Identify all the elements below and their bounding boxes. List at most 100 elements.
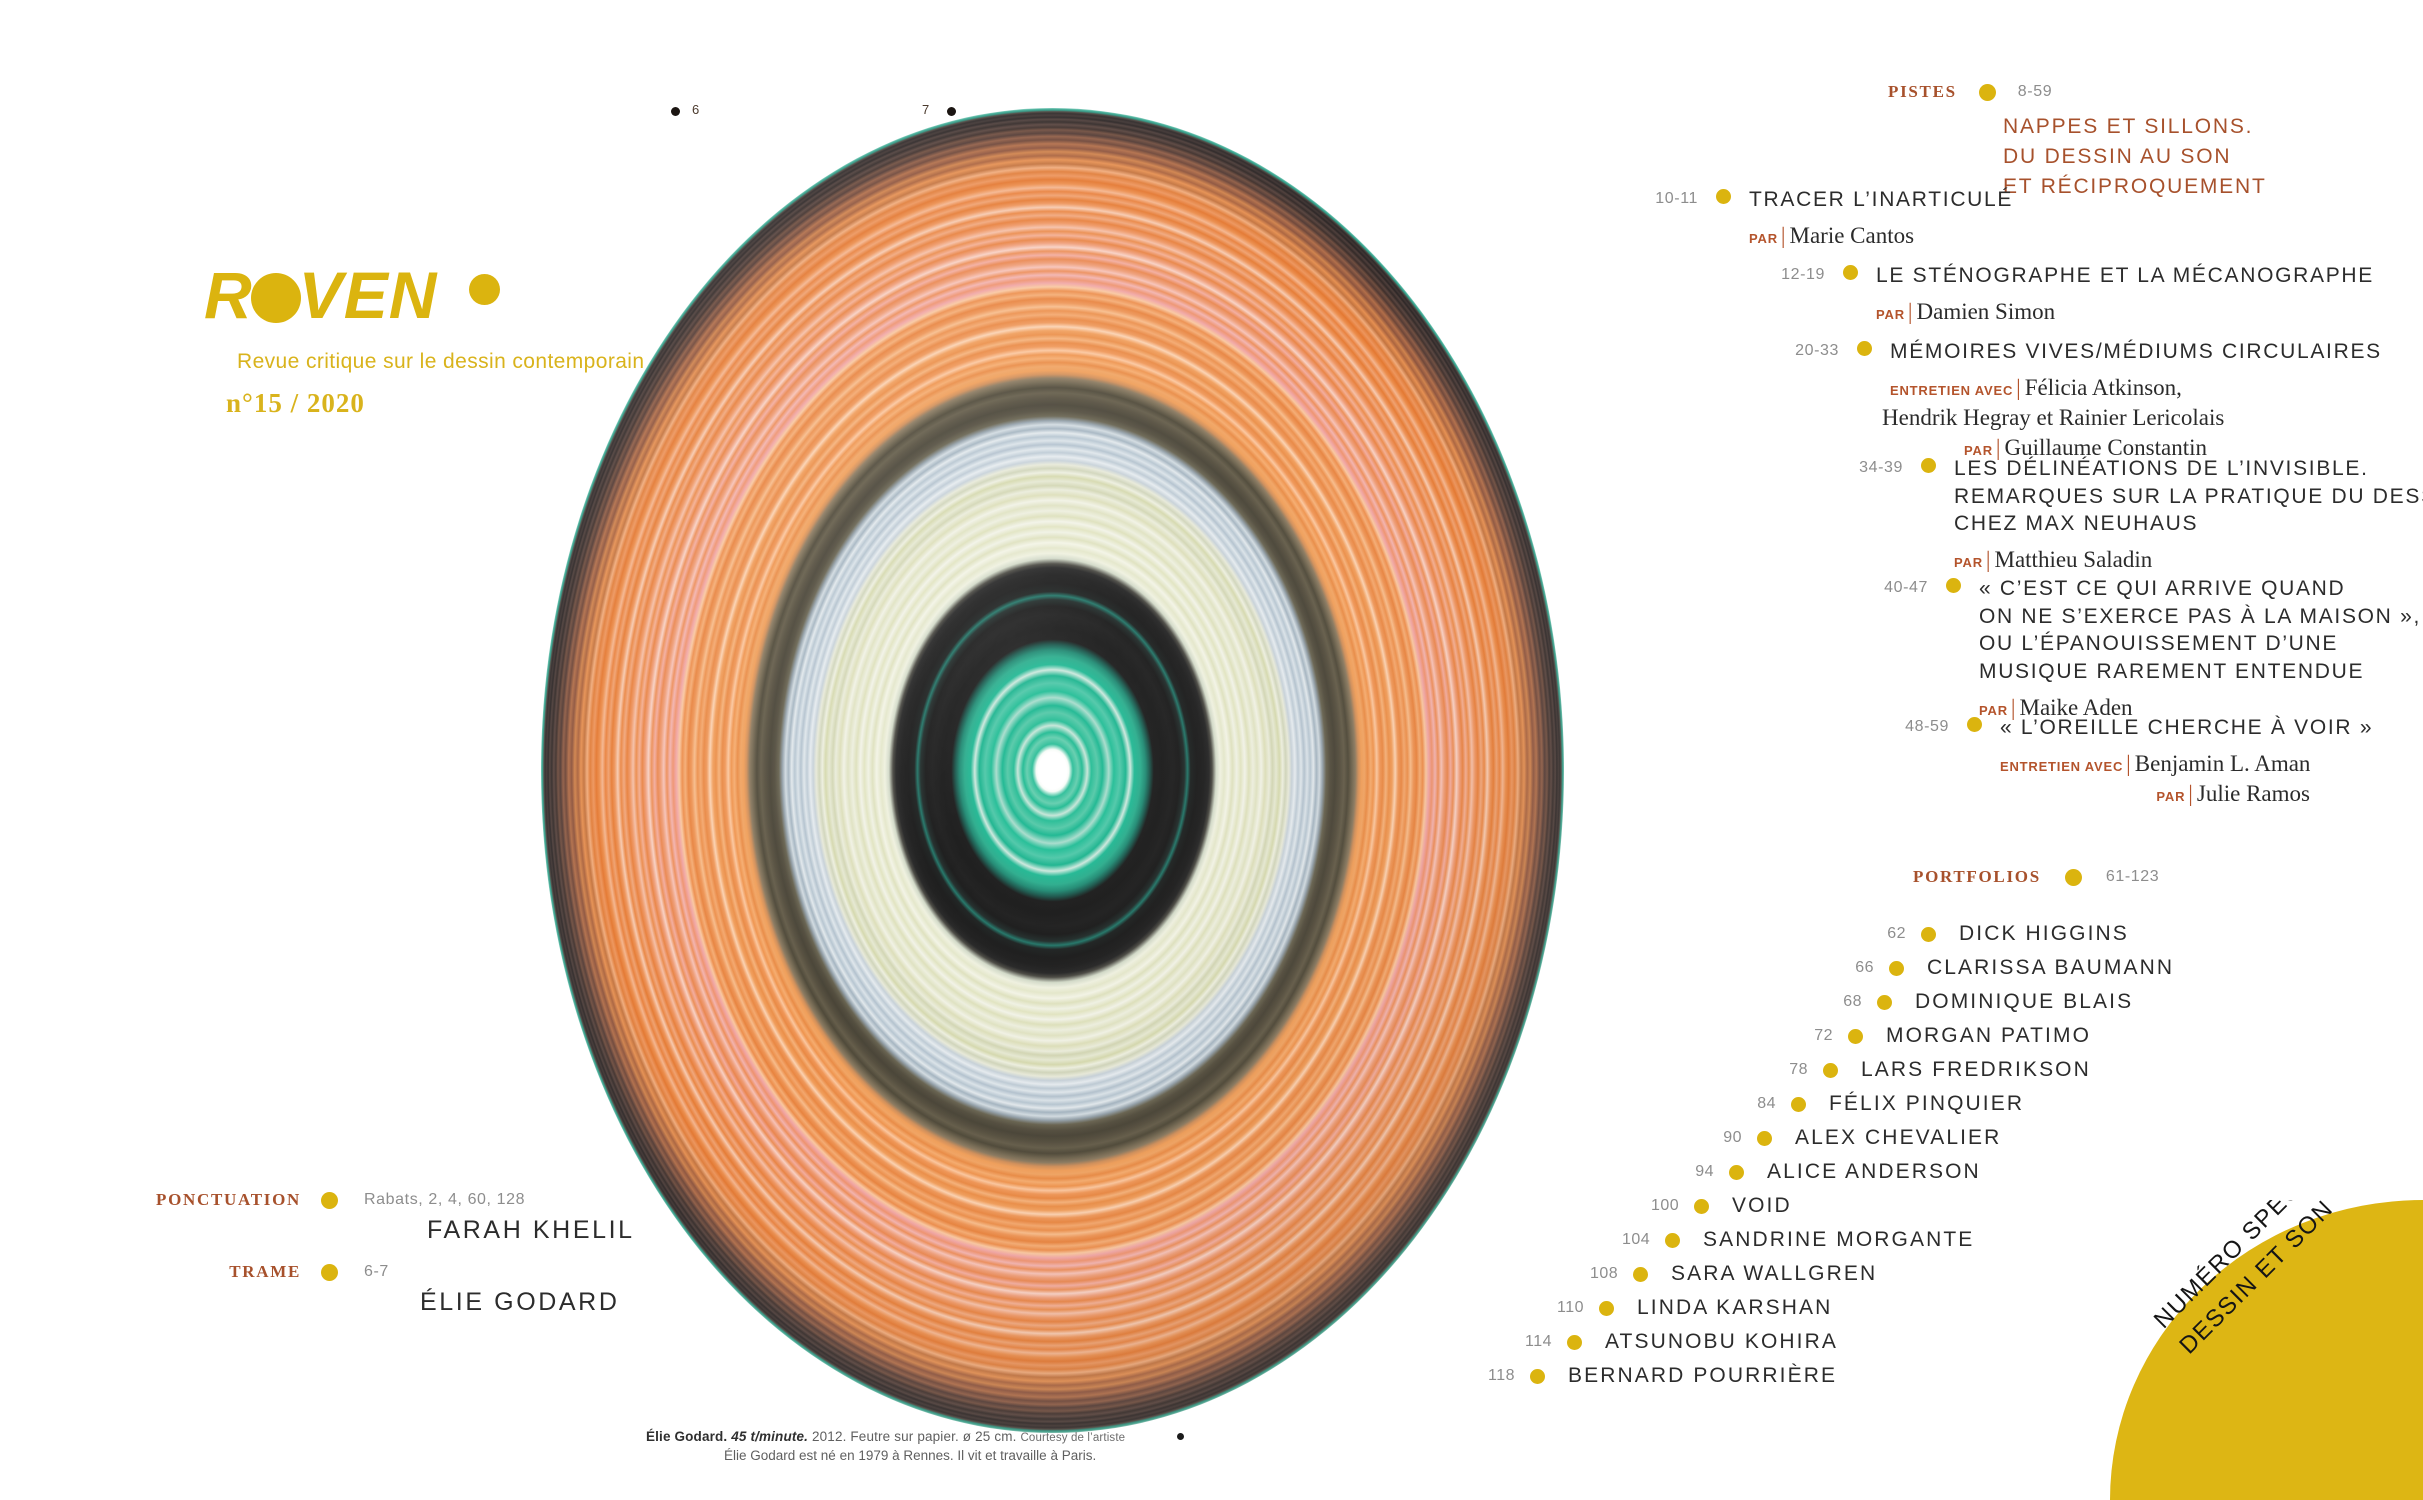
article-pages: 40-47	[1884, 579, 1928, 596]
bullet-dot-icon	[1716, 189, 1731, 204]
credit-name: Félicia Atkinson,	[2024, 374, 2182, 400]
article-entry[interactable]: 10-11 TRACER L’INARTICULÉ PAR | Marie Cant…	[1648, 186, 2013, 251]
credit-role-label: ENTRETIEN AVEC	[2000, 758, 2124, 774]
credit-name: Julie Ramos	[2196, 780, 2310, 806]
list-item[interactable]: 108 SARA WALLGREN	[1590, 1262, 1877, 1286]
list-item[interactable]: 68 DOMINIQUE BLAIS	[1834, 990, 2133, 1014]
list-item[interactable]: 104 SANDRINE MORGANTE	[1622, 1228, 1974, 1252]
bullet-dot-icon	[1843, 265, 1858, 280]
section-pages-pistes: 8-59	[2017, 83, 2053, 100]
credit-separator: |	[1985, 547, 1991, 573]
section-pages-portfolios: 61-123	[2105, 868, 2160, 885]
disc-marker-label-left: 6	[692, 102, 700, 117]
credit-role-label: PAR	[1749, 230, 1778, 246]
credit-name: Marie Cantos	[1789, 222, 1915, 248]
article-credit: Hendrik Hegray et Rainier Lericolais	[1882, 403, 2382, 433]
section-pages-ponctuation: Rabats, 2, 4, 60, 128	[364, 1191, 526, 1208]
section-ponctuation[interactable]: PONCTUATION Rabats, 2, 4, 60, 128 FARAH …	[145, 1190, 635, 1245]
bullet-dot-icon	[1921, 926, 1936, 942]
credit-separator: |	[2126, 750, 2131, 776]
portfolio-page: 72	[1814, 1027, 1833, 1044]
credit-separator: |	[1995, 434, 2001, 460]
article-title-line: REMARQUES SUR LA PRATIQUE DU DESSIN	[1954, 484, 2423, 508]
caption-artist: Élie Godard.	[646, 1429, 728, 1444]
list-item[interactable]: 100 VOID	[1651, 1194, 1792, 1218]
list-item[interactable]: 110 LINDA KARSHAN	[1556, 1296, 1832, 1320]
artwork-caption: Élie Godard. 45 t/minute. 2012. Feutre s…	[646, 1429, 1184, 1463]
section-header-portfolios: PORTFOLIOS 61-123	[1913, 867, 2159, 887]
section-label-pistes: PISTES	[1888, 82, 1957, 101]
article-credit: PAR | Julie Ramos	[2000, 779, 2310, 809]
article-title-line: LE STÉNOGRAPHE ET LA MÉCANOGRAPHE	[1876, 264, 2374, 287]
list-item[interactable]: 114 ATSUNOBU KOHIRA	[1524, 1330, 1838, 1354]
article-entry[interactable]: 20-33 MÉMOIRES VIVES/MÉDIUMS CIRCULAIRES…	[1789, 338, 2382, 462]
masthead: R VEN Revue critique sur le dessin contem…	[204, 262, 644, 419]
article-entry[interactable]: 40-47 « C’EST CE QUI ARRIVE QUAND ON NE …	[1878, 575, 2421, 723]
list-item[interactable]: 94 ALICE ANDERSON	[1686, 1160, 1981, 1184]
list-item[interactable]: 66 CLARISSA BAUMANN	[1846, 956, 2174, 980]
article-title-line: OU L’ÉPANOUISSEMENT D’UNE	[1979, 632, 2339, 656]
masthead-issue-number: n°15 / 2020	[226, 388, 365, 418]
article-title-line: CHEZ MAX NEUHAUS	[1954, 512, 2199, 536]
bullet-dot-icon	[1978, 83, 1996, 101]
list-item[interactable]: 78 LARS FREDRIKSON	[1780, 1058, 2091, 1082]
section-trame[interactable]: TRAME 6-7 ÉLIE GODARD	[145, 1262, 619, 1317]
article-credit: PAR | Marie Cantos	[1749, 221, 2013, 251]
article-entry[interactable]: 48-59 « L’OREILLE CHERCHE À VOIR » ENTRE…	[1899, 714, 2373, 809]
credit-separator: |	[2188, 780, 2193, 806]
special-issue-badge[interactable]: NUMÉRO SPÉCIAL DESSIN ET SON	[2110, 1200, 2423, 1500]
portfolio-page: 104	[1622, 1231, 1651, 1248]
article-entry[interactable]: 12-19 LE STÉNOGRAPHE ET LA MÉCANOGRAPHE …	[1775, 262, 2374, 327]
credit-name: Benjamin L. Aman	[2134, 750, 2311, 776]
disc-marker-dot-right	[947, 107, 956, 116]
bullet-dot-icon	[1848, 1028, 1863, 1044]
portfolio-name: LINDA KARSHAN	[1637, 1296, 1833, 1319]
article-credit: ENTRETIEN AVEC | Benjamin L. Aman	[2000, 749, 2310, 779]
list-item[interactable]: 90 ALEX CHEVALIER	[1714, 1126, 2001, 1150]
list-item[interactable]: 84 FÉLIX PINQUIER	[1748, 1092, 2024, 1116]
concentric-rings-drawing	[541, 108, 1564, 1433]
credit-separator: |	[1907, 298, 1913, 324]
caption-line-1: Élie Godard. 45 t/minute. 2012. Feutre s…	[646, 1429, 1184, 1444]
credit-separator: |	[1780, 222, 1786, 248]
article-title-line: MUSIQUE RAREMENT ENTENDUE	[1979, 660, 2365, 684]
vinyl-disc-artwork: 6 7	[541, 102, 1564, 1433]
article-credit: ENTRETIEN AVEC | Félicia Atkinson,	[1890, 373, 2382, 403]
caption-work-title: 45 t/minute.	[731, 1429, 809, 1444]
section-label-portfolios: PORTFOLIOS	[1913, 867, 2041, 886]
section-label-ponctuation: PONCTUATION	[156, 1190, 301, 1209]
article-title-line: MÉMOIRES VIVES/MÉDIUMS CIRCULAIRES	[1890, 340, 2382, 363]
credit-name: Matthieu Saladin	[1994, 547, 2153, 573]
roven-logo[interactable]: R VEN	[204, 262, 644, 328]
bullet-dot-icon	[1921, 458, 1936, 473]
bullet-dot-icon	[1567, 1334, 1582, 1350]
article-entry[interactable]: 34-39 LES DÉLINÉATIONS DE L’INVISIBLE. R…	[1853, 455, 2423, 575]
list-item[interactable]: 62 DICK HIGGINS	[1878, 922, 2129, 946]
list-item[interactable]: 118 BERNARD POURRIÈRE	[1487, 1364, 1837, 1388]
article-pages: 12-19	[1781, 266, 1825, 283]
portfolio-name: DICK HIGGINS	[1959, 922, 2129, 945]
credit-separator: |	[2016, 374, 2021, 400]
portfolio-name: VOID	[1732, 1194, 1792, 1217]
article-pages: 34-39	[1859, 459, 1903, 476]
caption-details: 2012. Feutre sur papier. ø 25 cm.	[811, 1429, 1017, 1444]
bullet-dot-icon	[2064, 868, 2082, 886]
portfolio-name: ALICE ANDERSON	[1767, 1160, 1981, 1183]
masthead-tagline: Revue critique sur le dessin contemporai…	[237, 350, 645, 373]
portfolio-page: 68	[1843, 993, 1862, 1010]
credit-name: Maike Aden	[2019, 694, 2133, 720]
portfolio-name: BERNARD POURRIÈRE	[1568, 1364, 1838, 1387]
bullet-dot-icon	[321, 1263, 338, 1281]
bullet-dot-icon	[1757, 1130, 1772, 1146]
bullet-dot-icon	[1857, 341, 1872, 356]
article-title-line: ON NE S’EXERCE PAS À LA MAISON »,	[1979, 604, 2421, 628]
ponctuation-artist-name: FARAH KHELIL	[427, 1216, 635, 1244]
portfolio-name: LARS FREDRIKSON	[1861, 1058, 2091, 1081]
portfolio-name: SARA WALLGREN	[1671, 1262, 1878, 1285]
list-item[interactable]: 72 MORGAN PATIMO	[1805, 1024, 2091, 1048]
logo-o-circle-icon	[250, 273, 301, 323]
portfolio-page: 118	[1487, 1367, 1515, 1384]
bullet-dot-icon	[321, 1191, 338, 1209]
bullet-dot-icon	[1967, 717, 1982, 732]
